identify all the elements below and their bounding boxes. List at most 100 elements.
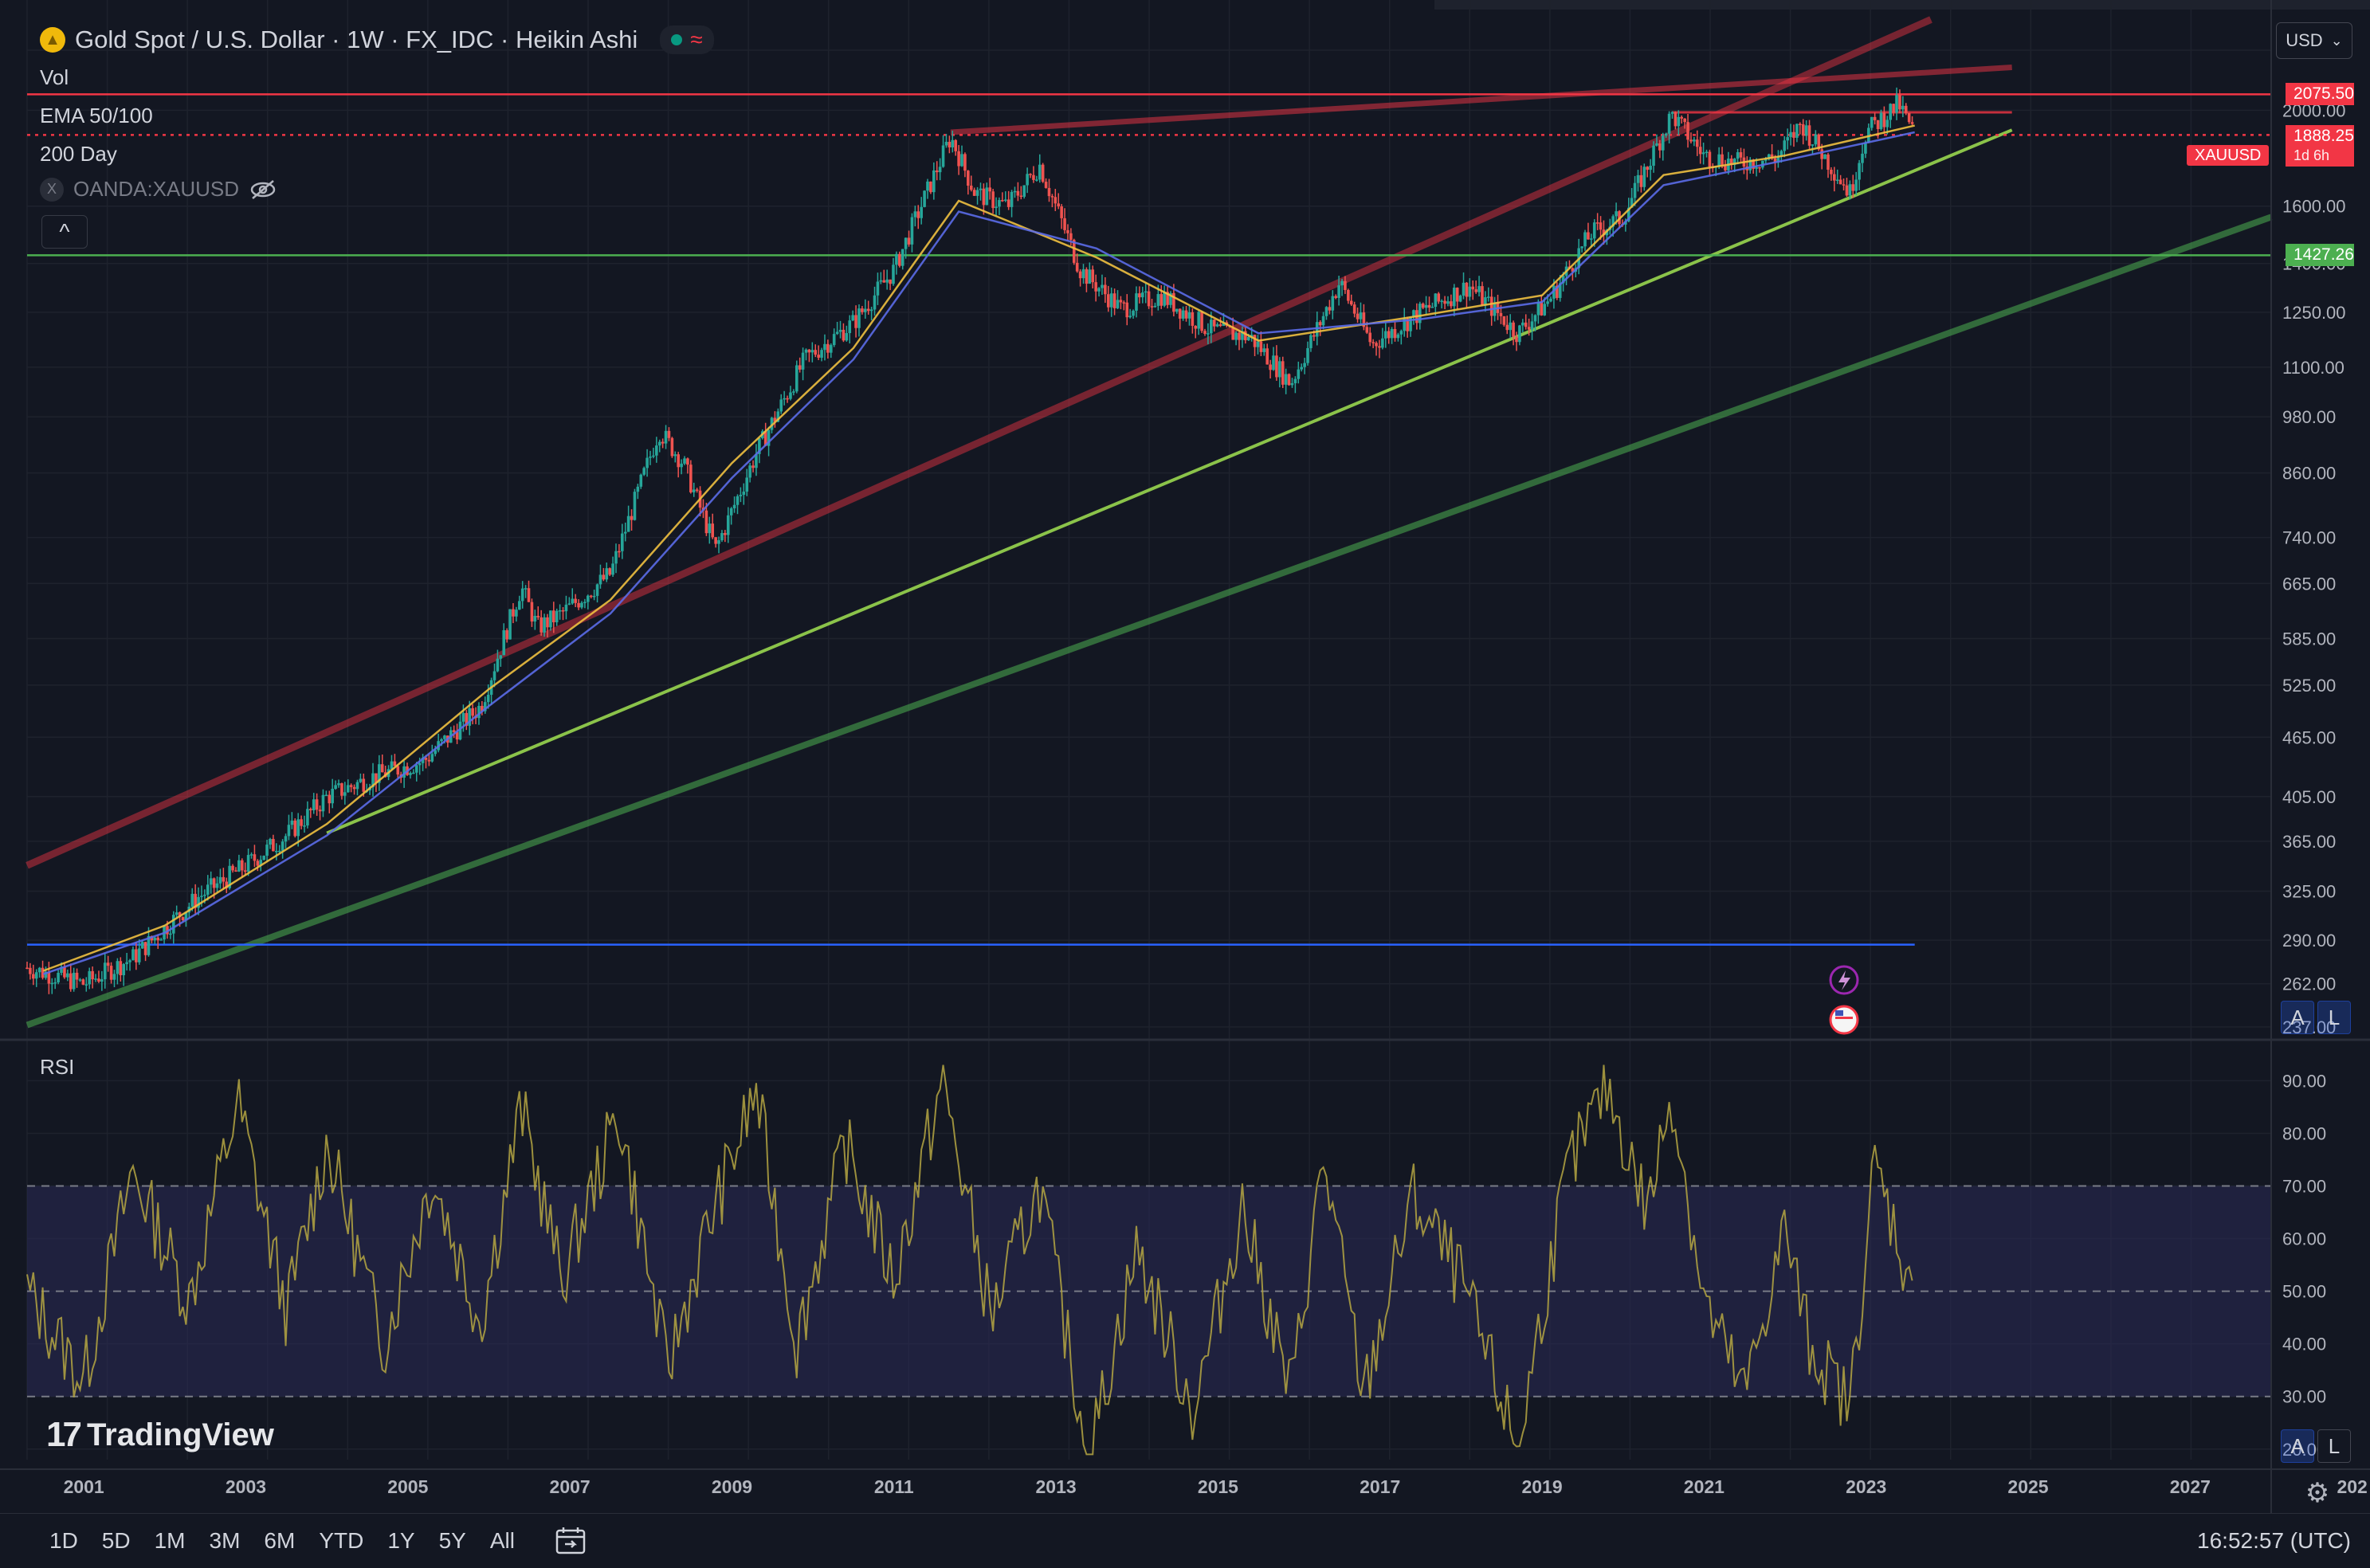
candle-body	[1533, 315, 1537, 322]
candle-body	[1081, 269, 1085, 279]
price-axis-ticks: 2300.002000.001600.001400.001250.001100.…	[2282, 41, 2346, 1037]
candle-body	[1721, 154, 1724, 167]
utc-clock[interactable]: 16:52:57 (UTC)	[2197, 1528, 2351, 1553]
candle-body	[551, 610, 555, 623]
candle-body	[524, 588, 528, 590]
date-range-calendar-icon[interactable]	[555, 1525, 587, 1557]
candle-body	[228, 865, 231, 888]
price-tick-label: 665.00	[2282, 574, 2336, 594]
candle-body	[991, 191, 995, 209]
log-scale-button-rsi[interactable]: L	[2317, 1429, 2351, 1463]
candle-body	[807, 349, 811, 353]
candle-body	[1166, 292, 1169, 305]
candle-body	[1792, 131, 1795, 138]
candle-body	[1153, 305, 1157, 308]
timeframe-5y[interactable]: 5Y	[438, 1528, 466, 1553]
collapse-legend-button[interactable]: ^	[41, 215, 88, 249]
candle-body	[1169, 292, 1172, 305]
indicator-200-day[interactable]: 200 Day	[40, 142, 117, 166]
candle-body	[32, 974, 35, 979]
candle-body	[1773, 158, 1777, 163]
candle-body	[916, 211, 920, 218]
candle-body	[1758, 167, 1761, 169]
timeframe-ytd[interactable]: YTD	[319, 1528, 364, 1553]
candle-body	[1630, 198, 1634, 208]
market-status-pill[interactable]: ≈	[660, 25, 714, 54]
tradingview-watermark[interactable]: 17 TradingView	[46, 1415, 274, 1455]
timeframe-1m[interactable]: 1M	[154, 1528, 186, 1553]
gear-icon[interactable]: ⚙	[2305, 1478, 2330, 1508]
timeframe-6m[interactable]: 6M	[264, 1528, 296, 1553]
log-scale-button-main[interactable]: L	[2317, 1001, 2351, 1034]
compare-symbol-row[interactable]: X OANDA:XAUUSD	[40, 177, 277, 202]
candle-body	[122, 964, 126, 976]
candle-body	[362, 778, 366, 792]
currency-selector[interactable]: USD ⌄	[2276, 22, 2352, 59]
indicator-ema[interactable]: EMA 50/100	[40, 104, 153, 127]
candle-body	[153, 937, 157, 941]
time-axis-ticks: 2001 2003 2005 2007 2009 2011 2013 2015 2017 2019…	[64, 1476, 2368, 1497]
rsi-label[interactable]: RSI	[40, 1055, 75, 1079]
candle-body	[1770, 154, 1774, 159]
candle-body	[1321, 316, 1325, 326]
candle-body	[1172, 292, 1175, 312]
time-tick-label: 202	[2337, 1476, 2367, 1497]
candle-body	[465, 712, 469, 726]
timeframe-5d[interactable]: 5D	[101, 1528, 131, 1553]
countdown-value: 1d 6h	[2293, 147, 2330, 164]
candle-body	[517, 601, 521, 610]
last-price-symbol: XAUUSD	[2195, 146, 2262, 164]
timeframe-3m[interactable]: 3M	[209, 1528, 241, 1553]
candle-body	[789, 392, 792, 399]
candle-body	[1050, 196, 1054, 198]
candle-body	[237, 860, 241, 872]
candle-body	[555, 610, 559, 623]
price-tick-label: 585.00	[2282, 629, 2336, 649]
chart-canvas[interactable]: 2300.002000.001600.001400.001250.001100.…	[0, 0, 2370, 1514]
candle-body	[1375, 343, 1378, 347]
candle-body	[277, 850, 281, 853]
price-tick-label: 525.00	[2282, 676, 2336, 696]
candle-body	[667, 430, 671, 438]
candle-body	[1315, 322, 1319, 337]
drawings-layer	[26, 16, 2273, 1029]
candle-body	[452, 730, 456, 732]
timeframe-1d[interactable]: 1D	[49, 1528, 78, 1553]
candle-body	[1390, 328, 1394, 339]
candle-body	[1368, 332, 1372, 343]
indicator-vol[interactable]: Vol	[40, 65, 69, 89]
auto-scale-button-main[interactable]: A	[2281, 1001, 2314, 1034]
candle-body	[1022, 185, 1026, 197]
candle-body	[231, 865, 234, 871]
candle-body	[1297, 369, 1301, 379]
candle-body	[1184, 310, 1188, 319]
candle-body	[1091, 269, 1095, 283]
candle-body	[1481, 286, 1484, 305]
candle-body	[309, 809, 312, 810]
candle-body	[1587, 232, 1590, 240]
remove-compare-icon[interactable]: X	[40, 177, 64, 202]
candle-body	[664, 430, 668, 444]
candle-body	[804, 349, 808, 353]
symbol-legend[interactable]: ▲ Gold Spot / U.S. Dollar · 1W · FX_IDC …	[40, 22, 714, 57]
timeframe-all[interactable]: All	[489, 1528, 515, 1553]
candle-body	[1724, 166, 1727, 171]
candle-body	[729, 508, 733, 515]
eye-off-icon[interactable]	[249, 178, 277, 201]
candle-body	[636, 486, 640, 492]
candle-body	[1072, 240, 1076, 263]
us-flag-event-icon[interactable]	[1829, 1005, 1859, 1035]
candle-body	[1683, 118, 1686, 123]
candle-body	[1842, 184, 1846, 186]
candle-body	[1854, 179, 1858, 191]
top-toolbar-strip	[1434, 0, 2370, 10]
candle-body	[1026, 174, 1029, 186]
candle-body	[673, 454, 677, 457]
timeframe-1y[interactable]: 1Y	[387, 1528, 415, 1553]
candle-body	[1811, 144, 1815, 146]
last-price-value: 1888.25	[2293, 127, 2354, 146]
candle-body	[1885, 120, 1889, 127]
candle-body	[1144, 291, 1148, 293]
candle-body	[1313, 335, 1316, 337]
auto-scale-button-rsi[interactable]: A	[2281, 1429, 2314, 1463]
